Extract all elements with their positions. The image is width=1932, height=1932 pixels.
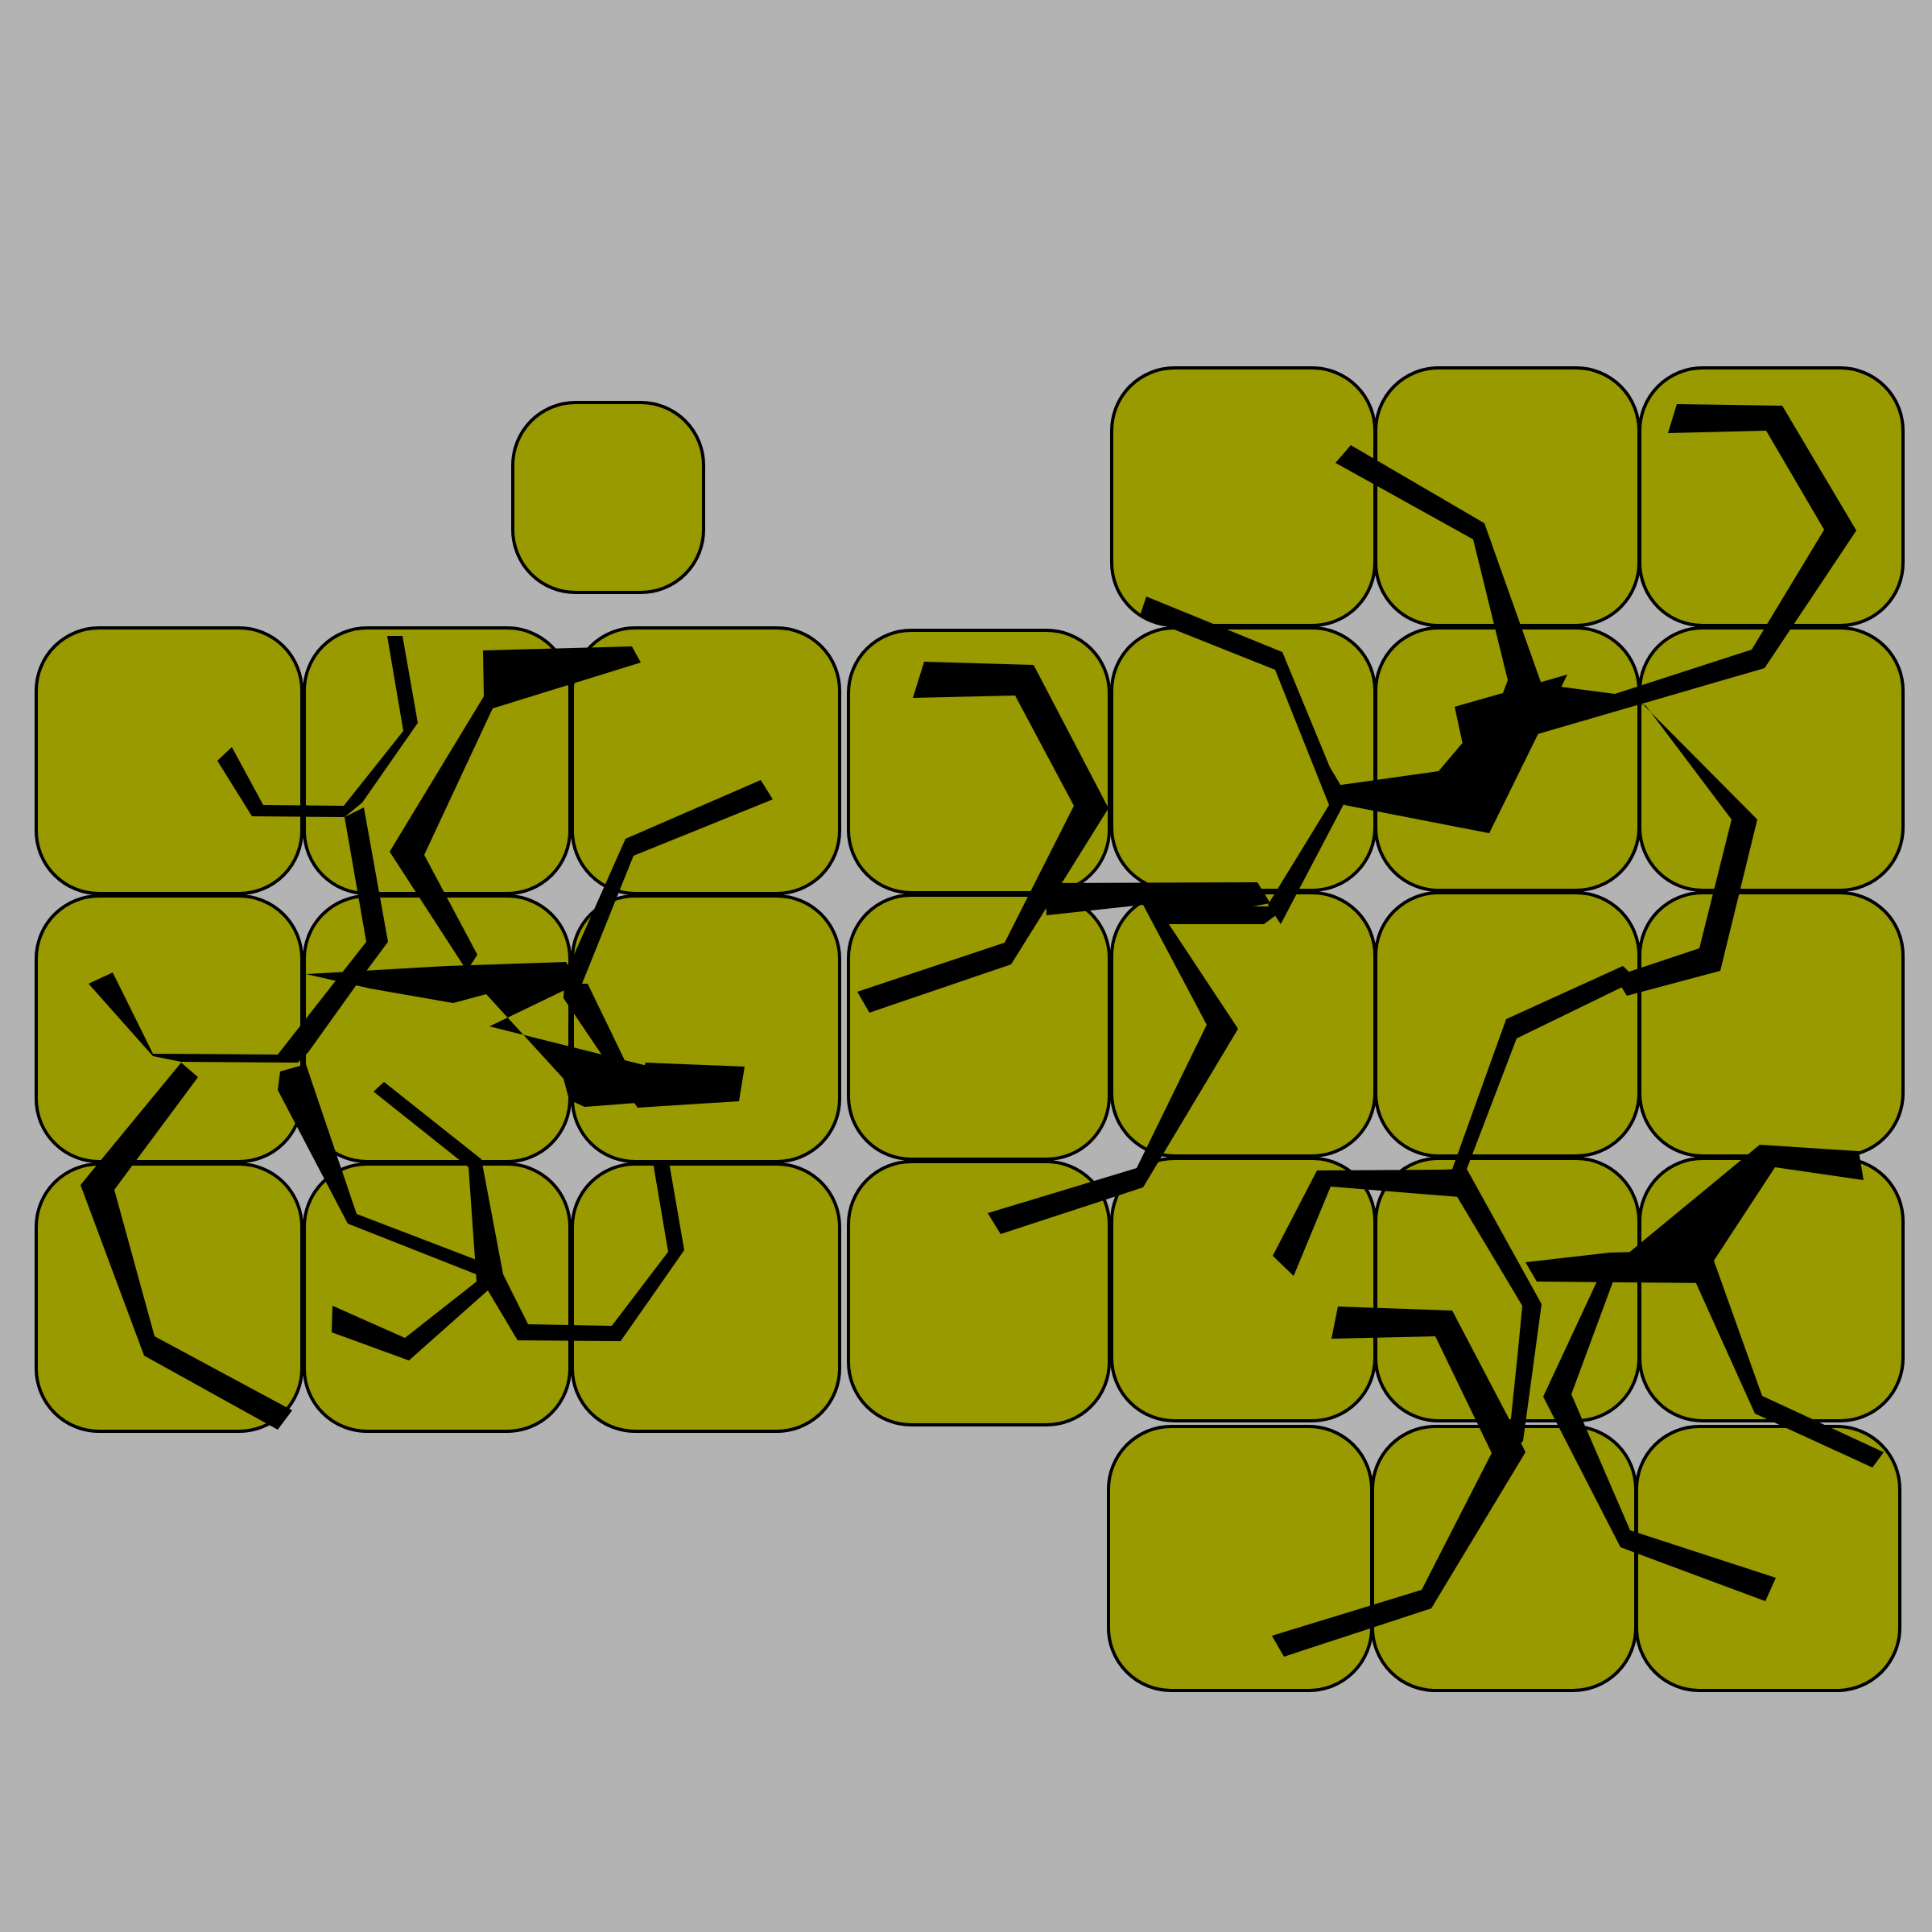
tile-left-r3c3[interactable]: [571, 1162, 841, 1433]
tile-left-r3c1[interactable]: [35, 1162, 303, 1433]
stroke-left-mid: [306, 962, 650, 1107]
tile-left-r2c1[interactable]: [35, 894, 303, 1163]
tile-left-r2c3[interactable]: [571, 894, 841, 1163]
stroke-right-far-arc: [1543, 1145, 1884, 1601]
tile-right-r5c3[interactable]: [1635, 1425, 1901, 1692]
stroke-left-arc: [390, 646, 641, 971]
tile-right-r4c1[interactable]: [1110, 1157, 1377, 1422]
tile-left-r2c2[interactable]: [303, 894, 572, 1163]
tile-center-r3[interactable]: [847, 1160, 1111, 1426]
tile-right-r3c1[interactable]: [1110, 891, 1377, 1158]
tile-left-r1c1[interactable]: [35, 626, 303, 895]
stroke-center-upper: [857, 662, 1108, 1013]
stroke-left-upper: [217, 636, 418, 817]
strokes-layer: [80, 404, 1884, 1657]
stroke-right-lower-left: [1273, 1170, 1470, 1276]
stroke-left-bottom-arc: [332, 1082, 684, 1360]
stroke-center-lower: [988, 882, 1270, 1234]
stroke-right-middle: [1451, 966, 1637, 1174]
tile-isolated[interactable]: [511, 401, 705, 594]
tile-right-r3c3[interactable]: [1638, 891, 1905, 1158]
tile-right-r2c3[interactable]: [1638, 626, 1905, 892]
stroke-left-long: [80, 1063, 292, 1430]
stroke-right-lower-mid: [1441, 1169, 1542, 1457]
stroke-right-central: [1159, 906, 1288, 924]
tile-center-r2[interactable]: [847, 894, 1111, 1161]
stroke-right-top-arc: [1335, 404, 1856, 833]
tile-right-r5c1[interactable]: [1107, 1425, 1373, 1692]
stroke-left-center-v: [564, 984, 745, 1108]
tile-right-r4c3[interactable]: [1638, 1157, 1905, 1422]
tile-right-r2c1[interactable]: [1110, 626, 1377, 892]
stroke-left-branch: [89, 807, 388, 1063]
stroke-right-column: [1507, 692, 1757, 996]
tile-right-r1c1[interactable]: [1110, 366, 1377, 627]
tile-left-r1c3[interactable]: [571, 626, 841, 895]
stroke-left-upper-arc: [561, 780, 773, 992]
